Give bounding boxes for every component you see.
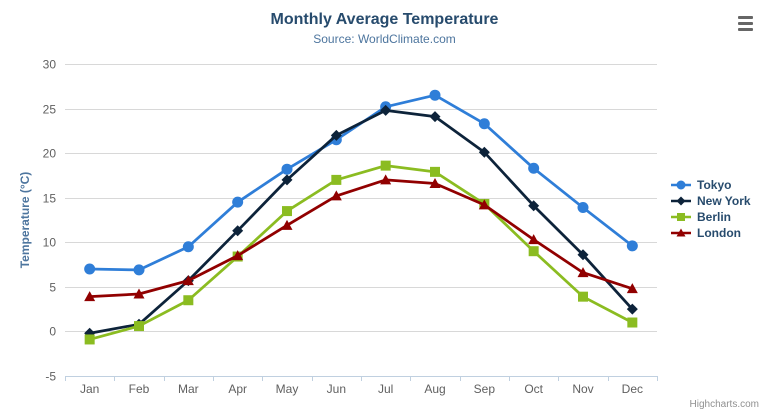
legend: Tokyo New York Berlin London <box>670 177 751 241</box>
data-point-berlin[interactable] <box>331 174 342 185</box>
data-point-london[interactable] <box>133 288 145 299</box>
data-point-berlin[interactable] <box>282 206 292 217</box>
hamburger-menu-icon <box>737 15 753 31</box>
data-point-berlin[interactable] <box>627 317 638 328</box>
legend-item-berlin[interactable]: Berlin <box>670 209 751 225</box>
london-series-marker-icon <box>671 228 691 237</box>
series-line-berlin <box>88 164 634 341</box>
data-point-tokyo[interactable] <box>232 196 244 208</box>
chart-title: Monthly Average Temperature <box>270 11 499 28</box>
x-axis-label: Jun <box>327 382 346 396</box>
x-axis-label: Feb <box>129 382 150 396</box>
data-point-london[interactable] <box>330 190 342 201</box>
y-axis-tick-label: -5 <box>45 370 56 384</box>
data-point-new-york[interactable] <box>380 104 392 116</box>
data-point-london[interactable] <box>380 174 392 185</box>
legend-label: New York <box>697 194 751 208</box>
data-point-tokyo[interactable] <box>528 162 540 174</box>
x-axis-label: Oct <box>524 382 543 396</box>
tokyo-series-marker-icon <box>671 180 691 190</box>
data-point-london[interactable] <box>84 291 96 302</box>
legend-item-london[interactable]: London <box>670 225 751 241</box>
y-axis-tick-label: 15 <box>43 192 57 206</box>
legend-label: London <box>697 226 741 240</box>
data-point-new-york[interactable] <box>478 146 490 158</box>
x-axis-label: Jan <box>80 382 99 396</box>
chart-subtitle: Source: WorldClimate.com <box>313 32 456 46</box>
data-point-new-york[interactable] <box>676 196 686 206</box>
data-point-tokyo[interactable] <box>478 118 490 130</box>
series-line-new-york <box>88 108 634 335</box>
data-point-london[interactable] <box>577 267 589 278</box>
data-point-new-york[interactable] <box>429 111 441 123</box>
data-point-tokyo[interactable] <box>676 180 686 190</box>
x-axis-label: Mar <box>178 382 199 396</box>
legend-item-new-york[interactable]: New York <box>670 193 751 209</box>
series-line-london <box>88 178 634 299</box>
data-point-london[interactable] <box>281 219 293 230</box>
data-point-new-york[interactable] <box>232 225 244 237</box>
legend-item-tokyo[interactable]: Tokyo <box>670 177 751 193</box>
data-point-tokyo[interactable] <box>133 264 145 276</box>
export-menu-button[interactable] <box>733 12 757 34</box>
data-point-new-york[interactable] <box>330 129 342 141</box>
x-axis-label: Sep <box>474 382 496 396</box>
legend-label: Tokyo <box>697 178 732 192</box>
data-point-london[interactable] <box>478 199 490 210</box>
data-point-berlin[interactable] <box>183 295 194 306</box>
data-point-berlin[interactable] <box>677 213 685 221</box>
y-axis-title: Temperature (°C) <box>18 171 32 269</box>
data-point-berlin[interactable] <box>380 160 391 171</box>
data-point-berlin[interactable] <box>578 291 588 302</box>
x-axis-label: Dec <box>622 382 643 396</box>
x-axis-label: Apr <box>228 382 247 396</box>
data-point-london[interactable] <box>429 177 441 188</box>
data-point-new-york[interactable] <box>528 200 540 212</box>
data-point-london[interactable] <box>528 234 540 245</box>
data-point-tokyo[interactable] <box>577 202 589 214</box>
x-axis-label: Jul <box>378 382 393 396</box>
y-axis-tick-label: 0 <box>49 325 56 339</box>
data-point-tokyo[interactable] <box>182 241 194 253</box>
data-point-london[interactable] <box>626 283 638 294</box>
data-point-berlin[interactable] <box>84 334 95 345</box>
data-point-new-york[interactable] <box>626 303 638 315</box>
data-point-tokyo[interactable] <box>281 163 293 175</box>
data-point-new-york[interactable] <box>577 249 589 261</box>
y-axis-tick-label: 5 <box>49 281 56 295</box>
data-point-tokyo[interactable] <box>626 240 638 252</box>
x-axis-label: May <box>276 382 299 396</box>
data-point-berlin[interactable] <box>528 246 539 257</box>
legend-label: Berlin <box>697 210 732 224</box>
y-axis-tick-label: 20 <box>43 147 57 161</box>
y-axis-tick-label: 10 <box>43 236 57 250</box>
data-point-berlin[interactable] <box>430 166 440 177</box>
x-axis-label: Aug <box>424 382 445 396</box>
highcharts-credit[interactable]: Highcharts.com <box>689 399 759 410</box>
data-point-new-york[interactable] <box>281 174 293 186</box>
data-point-tokyo[interactable] <box>84 263 96 275</box>
new-york-series-marker-icon <box>671 196 691 206</box>
y-axis-tick-label: 25 <box>43 103 57 117</box>
data-point-london[interactable] <box>676 228 686 237</box>
x-axis-label: Nov <box>572 382 593 396</box>
data-point-tokyo[interactable] <box>429 89 441 101</box>
data-point-berlin[interactable] <box>134 321 144 332</box>
berlin-series-marker-icon <box>671 213 691 221</box>
data-point-london[interactable] <box>182 275 194 286</box>
y-axis-tick-label: 30 <box>43 58 57 72</box>
data-point-london[interactable] <box>232 250 244 261</box>
